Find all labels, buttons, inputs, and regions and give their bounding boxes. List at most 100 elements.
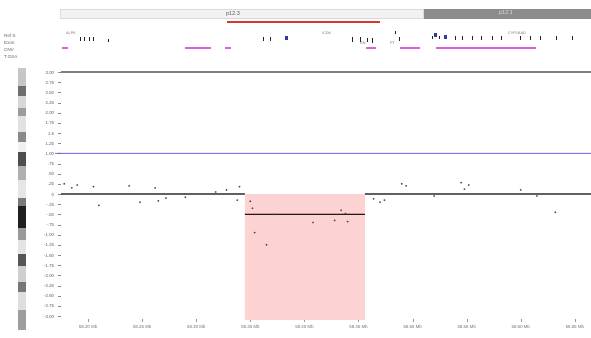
highlight-region <box>244 194 365 320</box>
side-band <box>18 206 26 228</box>
feature-tick <box>432 36 433 39</box>
y-tick <box>58 133 61 134</box>
x-tick-label: 58.60 Mb <box>511 324 530 329</box>
y-tick <box>58 224 61 226</box>
track-label-tgsa[interactable]: T.GSA <box>4 54 18 59</box>
track-label-exon[interactable]: Exon <box>4 40 15 45</box>
y-tick-label: -1.75 <box>43 262 54 268</box>
y-tick-label: -2.75 <box>43 303 54 309</box>
y-tick-label: -1.25 <box>43 242 54 248</box>
y-tick-label: -2.50 <box>43 293 54 299</box>
data-point <box>249 200 252 203</box>
exon-bar <box>185 47 211 49</box>
x-tick-label: 58.45 Mb <box>349 324 368 329</box>
y-tick-label: 1.25 <box>45 140 54 146</box>
track-label-cnv[interactable]: CNV <box>4 47 14 52</box>
y-tick-label: 2.25 <box>45 100 54 105</box>
feature-tick <box>84 37 85 41</box>
feature-tick <box>520 36 521 40</box>
data-point <box>340 209 343 212</box>
plot-canvas[interactable] <box>55 68 591 330</box>
y-tick <box>58 102 61 104</box>
feature-tick <box>372 38 373 43</box>
x-tick <box>196 319 198 322</box>
x-tick <box>250 319 252 322</box>
side-band <box>18 198 26 206</box>
track-label-ref[interactable]: Ref S <box>4 33 16 38</box>
feature-tick <box>572 36 573 40</box>
side-band <box>18 166 26 180</box>
feature-tick <box>501 36 502 40</box>
data-point <box>379 201 381 204</box>
data-point <box>154 187 157 189</box>
data-point <box>97 204 100 207</box>
side-band <box>18 132 26 142</box>
x-tick <box>358 319 360 322</box>
y-tick-label: -.75 <box>46 222 54 227</box>
y-tick <box>58 194 61 195</box>
y-tick-label: -.25 <box>46 201 54 207</box>
feature-tick <box>270 37 271 41</box>
feature-mark <box>444 35 447 39</box>
data-point <box>265 243 268 246</box>
side-band <box>18 310 26 330</box>
x-tick-label: 58.25 Mb <box>132 324 152 329</box>
data-point <box>165 197 167 199</box>
x-tick-label: 58.40 Mb <box>295 324 314 329</box>
chromosome-ideogram[interactable]: p12.3 p12.1 <box>60 9 591 19</box>
cnv-plot[interactable]: 3.00 2.75 2.50 2.25 2.00 1.75 1.5 1.25 1.00 .75 .5… <box>44 68 591 330</box>
y-tick-label: -1.00 <box>43 232 54 238</box>
y-tick-label: 2.75 <box>45 79 54 85</box>
y-tick-label: -2.25 <box>43 283 54 288</box>
data-point <box>400 182 403 185</box>
feature-tick <box>492 36 493 40</box>
data-point <box>157 200 160 202</box>
annotation-track[interactable]: ALPK ICD6 RN PT CYP1BAD <box>60 30 591 60</box>
y-tick-label: 1.00 <box>45 150 54 156</box>
feature-mark <box>434 33 437 37</box>
y-tick-label: -2.00 <box>43 272 54 278</box>
x-tick-label: 58.20 Mb <box>78 324 98 329</box>
y-tick-label: 3.00 <box>45 69 54 75</box>
data-point <box>405 184 407 187</box>
data-point <box>333 219 336 222</box>
ideogram-band-p12-3[interactable]: p12.3 <box>60 9 424 19</box>
data-point <box>460 181 463 184</box>
feature-tick <box>455 36 456 40</box>
feature-tick <box>472 36 473 40</box>
feature-tick <box>108 39 109 42</box>
x-tick <box>88 319 90 322</box>
data-point <box>70 187 73 189</box>
y-tick <box>58 122 61 124</box>
feature-tick <box>367 38 368 42</box>
feature-tick <box>439 36 440 39</box>
feature-mark <box>285 36 288 40</box>
exon-bar <box>225 47 231 49</box>
y-tick-label: 2.00 <box>45 110 54 116</box>
y-tick <box>58 183 61 185</box>
y-tick <box>58 153 61 155</box>
x-tick <box>574 319 576 322</box>
feature-tick <box>462 36 463 40</box>
side-band <box>18 68 26 86</box>
data-point <box>63 182 66 185</box>
data-point <box>225 189 228 191</box>
ideogram-band-p12-1[interactable]: p12.1 <box>424 9 591 19</box>
y-tick <box>58 214 61 216</box>
y-tick <box>58 72 61 73</box>
y-tick-label: 1.5 <box>47 130 54 136</box>
y-tick-label: 0 <box>51 191 54 197</box>
gene-label: PT <box>390 41 395 45</box>
exon-bar <box>436 47 536 49</box>
side-band <box>18 282 26 292</box>
y-tick <box>58 112 61 114</box>
exon-bar <box>366 47 376 49</box>
current-region-marker <box>227 21 380 23</box>
x-tick-label: 58.35 Mb <box>241 324 260 329</box>
x-tick-label: 58.55 Mb <box>457 324 476 329</box>
x-tick <box>412 319 414 322</box>
x-tick-label: 58.50 Mb <box>403 324 422 329</box>
data-point <box>273 213 275 216</box>
feature-tick <box>89 37 90 41</box>
data-point <box>76 184 79 186</box>
